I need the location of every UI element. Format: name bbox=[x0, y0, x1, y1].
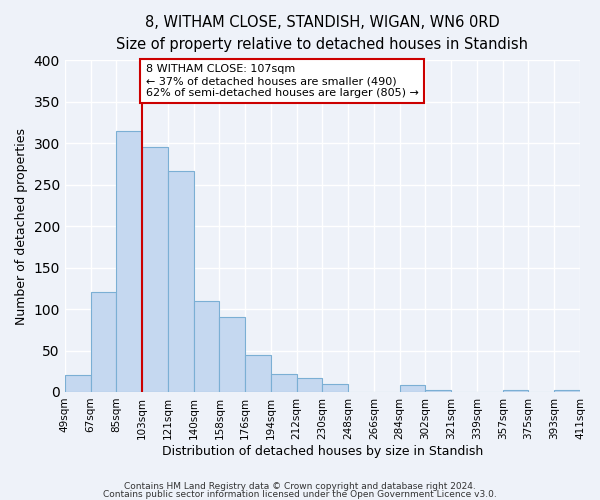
Bar bbox=[91, 292, 116, 392]
X-axis label: Distribution of detached houses by size in Standish: Distribution of detached houses by size … bbox=[162, 444, 483, 458]
Bar bbox=[168, 170, 194, 392]
Bar bbox=[503, 390, 529, 392]
Bar bbox=[296, 378, 322, 392]
Bar bbox=[425, 390, 451, 392]
Bar bbox=[220, 318, 245, 392]
Bar bbox=[194, 301, 220, 392]
Bar bbox=[142, 148, 168, 392]
Bar bbox=[245, 356, 271, 392]
Bar bbox=[400, 386, 425, 392]
Bar bbox=[271, 374, 296, 392]
Text: 8 WITHAM CLOSE: 107sqm
← 37% of detached houses are smaller (490)
62% of semi-de: 8 WITHAM CLOSE: 107sqm ← 37% of detached… bbox=[146, 64, 419, 98]
Text: Contains public sector information licensed under the Open Government Licence v3: Contains public sector information licen… bbox=[103, 490, 497, 499]
Title: 8, WITHAM CLOSE, STANDISH, WIGAN, WN6 0RD
Size of property relative to detached : 8, WITHAM CLOSE, STANDISH, WIGAN, WN6 0R… bbox=[116, 15, 529, 52]
Bar bbox=[116, 131, 142, 392]
Y-axis label: Number of detached properties: Number of detached properties bbox=[15, 128, 28, 324]
Bar bbox=[322, 384, 348, 392]
Text: Contains HM Land Registry data © Crown copyright and database right 2024.: Contains HM Land Registry data © Crown c… bbox=[124, 482, 476, 491]
Bar bbox=[65, 376, 91, 392]
Bar bbox=[554, 390, 580, 392]
